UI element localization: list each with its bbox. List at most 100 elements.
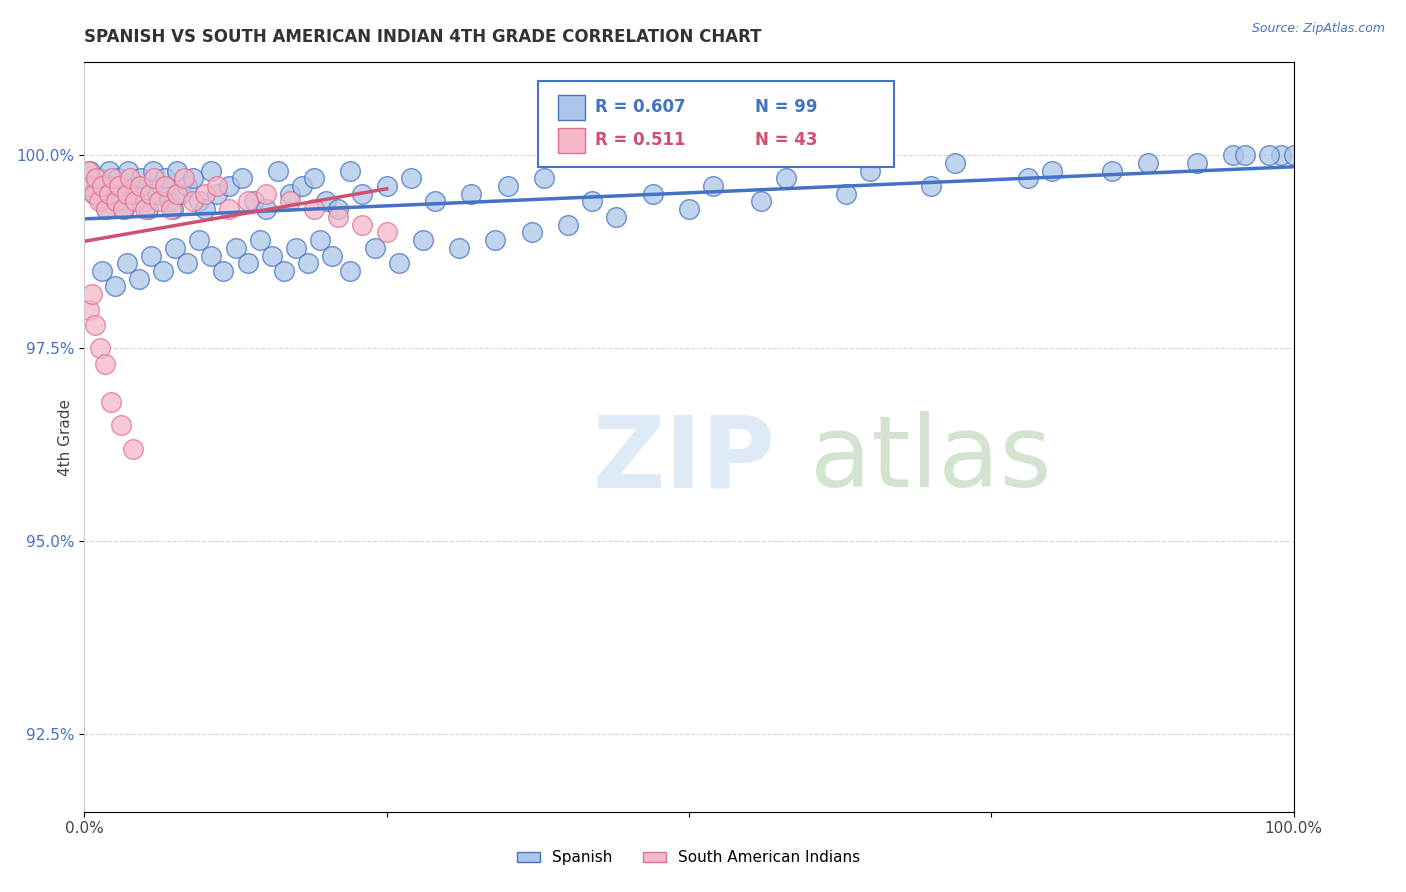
Point — [702, 179, 724, 194]
Point — [94, 202, 117, 217]
Point — [605, 210, 627, 224]
Point — [146, 186, 169, 201]
Point — [1040, 163, 1063, 178]
Point — [943, 156, 966, 170]
Point — [176, 179, 198, 194]
Point — [207, 179, 229, 194]
Point — [212, 264, 235, 278]
Point — [155, 171, 177, 186]
Point — [242, 194, 264, 209]
Point — [309, 233, 332, 247]
Point — [162, 202, 184, 217]
Point — [155, 179, 177, 194]
Point — [225, 241, 247, 255]
Point — [87, 171, 110, 186]
Point — [835, 186, 858, 201]
Point — [138, 186, 160, 201]
Point — [129, 179, 152, 194]
Y-axis label: 4th Grade: 4th Grade — [58, 399, 73, 475]
Point — [254, 202, 277, 217]
Point — [121, 186, 143, 201]
Point — [100, 395, 122, 409]
Point — [194, 186, 217, 201]
Point — [218, 202, 240, 217]
Point — [194, 202, 217, 217]
Point — [83, 186, 105, 201]
Point — [97, 163, 120, 178]
Point — [520, 226, 543, 240]
Point — [321, 248, 343, 262]
Point — [108, 179, 131, 194]
Point — [484, 233, 506, 247]
Text: R = 0.511: R = 0.511 — [595, 131, 685, 149]
Point — [112, 202, 135, 217]
Point — [84, 318, 107, 332]
Point — [165, 241, 187, 255]
Point — [207, 186, 229, 201]
Point — [124, 194, 146, 209]
Point — [128, 271, 150, 285]
Point — [83, 186, 105, 201]
Point — [101, 171, 124, 186]
Point — [285, 241, 308, 255]
Point — [1185, 156, 1208, 170]
Point — [181, 194, 204, 209]
Point — [157, 194, 180, 209]
Point — [267, 163, 290, 178]
Point — [134, 202, 156, 217]
Point — [399, 171, 422, 186]
Point — [181, 171, 204, 186]
Point — [104, 194, 127, 209]
Point — [117, 163, 139, 178]
Point — [352, 186, 374, 201]
Point — [1234, 148, 1257, 162]
Point — [112, 202, 135, 217]
Point — [254, 186, 277, 201]
Point — [302, 171, 325, 186]
Point — [1258, 148, 1281, 162]
Point — [97, 186, 120, 201]
Point — [121, 442, 143, 456]
Point — [496, 179, 519, 194]
Point — [352, 218, 374, 232]
FancyBboxPatch shape — [558, 95, 585, 120]
Point — [236, 256, 259, 270]
Point — [533, 171, 555, 186]
Point — [104, 279, 127, 293]
Point — [297, 256, 319, 270]
Point — [278, 194, 301, 209]
Text: SPANISH VS SOUTH AMERICAN INDIAN 4TH GRADE CORRELATION CHART: SPANISH VS SOUTH AMERICAN INDIAN 4TH GRA… — [84, 28, 762, 45]
Point — [388, 256, 411, 270]
Point — [557, 218, 579, 232]
Point — [1282, 148, 1305, 162]
Point — [1270, 148, 1292, 162]
Point — [176, 256, 198, 270]
Point — [460, 186, 482, 201]
Point — [231, 171, 253, 186]
Point — [94, 357, 117, 371]
Point — [166, 186, 188, 201]
Point — [149, 179, 172, 194]
Point — [328, 202, 350, 217]
FancyBboxPatch shape — [558, 128, 585, 153]
Point — [339, 163, 361, 178]
Point — [94, 202, 117, 217]
Point — [1222, 148, 1244, 162]
Point — [218, 179, 240, 194]
Point — [678, 202, 700, 217]
Point — [143, 171, 166, 186]
Point — [273, 264, 295, 278]
Point — [920, 179, 942, 194]
Point — [87, 194, 110, 209]
FancyBboxPatch shape — [538, 81, 894, 168]
Point — [139, 248, 162, 262]
Point — [138, 202, 160, 217]
Point — [110, 194, 132, 209]
Point — [125, 179, 148, 194]
Point — [86, 171, 108, 186]
Point — [91, 264, 114, 278]
Point — [641, 186, 664, 201]
Point — [188, 194, 211, 209]
Point — [449, 241, 471, 255]
Point — [152, 264, 174, 278]
